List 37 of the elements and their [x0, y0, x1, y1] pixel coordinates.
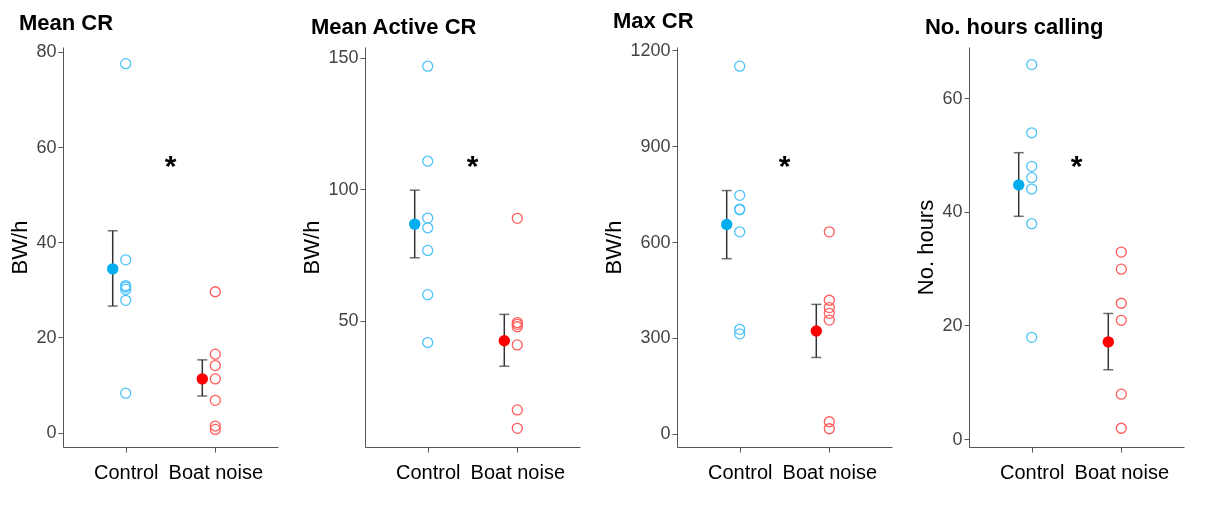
- x-tick-label: Boat noise: [1074, 460, 1170, 483]
- chart-title: No. hours calling: [924, 14, 1104, 39]
- y-axis-title: BW/h: [299, 220, 325, 275]
- y-tick-label: 600: [640, 231, 671, 252]
- annotation: *: [1070, 149, 1083, 182]
- chart-title: Max CR: [612, 8, 694, 34]
- y-tick-label: 20: [942, 314, 963, 335]
- y-tick-label: 40: [942, 201, 963, 222]
- chart-title: Mean Active CR: [310, 14, 477, 39]
- x-tick-label: Boat noise: [168, 460, 264, 483]
- y-tick-label: 20: [36, 326, 57, 347]
- y-tick-label: 40: [36, 231, 57, 252]
- y-tick-label: 0: [660, 423, 671, 444]
- chart-title: Mean CR: [18, 9, 114, 35]
- y-tick-label: 900: [640, 135, 671, 156]
- y-tick-label: 80: [36, 41, 57, 62]
- y-tick-label: 60: [36, 136, 57, 157]
- y-axis-title: BW/h: [7, 220, 33, 275]
- y-tick-label: 0: [952, 428, 963, 449]
- annotation: *: [466, 149, 479, 182]
- x-tick-label: Control: [93, 460, 159, 483]
- y-tick-label: 0: [46, 422, 57, 443]
- x-tick-label: Control: [707, 460, 773, 483]
- x-tick-label: Control: [999, 460, 1065, 483]
- x-tick-label: Boat noise: [470, 460, 566, 483]
- x-tick-label: Boat noise: [782, 460, 878, 483]
- annotation: *: [164, 149, 177, 182]
- annotation: *: [778, 149, 791, 182]
- y-tick-label: 100: [328, 178, 359, 199]
- y-tick-label: 50: [338, 310, 359, 331]
- y-tick-label: 300: [640, 327, 671, 348]
- y-tick-label: 150: [328, 47, 359, 68]
- x-tick-label: Control: [395, 460, 461, 483]
- y-axis-title: BW/h: [601, 220, 627, 275]
- y-axis-title: No. hours: [913, 199, 939, 296]
- y-tick-label: 60: [942, 87, 963, 108]
- y-tick-label: 1200: [630, 39, 671, 60]
